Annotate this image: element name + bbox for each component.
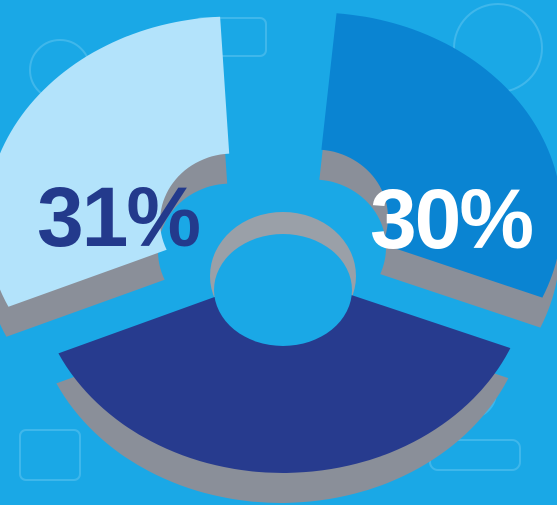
slice-labels: 31% 30% <box>37 170 534 266</box>
pie-slice <box>0 16 230 307</box>
slice-label: 30% <box>370 172 532 266</box>
slice-label: 31% <box>37 170 199 264</box>
pie-slice <box>58 294 511 473</box>
donut-slices <box>0 13 557 473</box>
box-doodle <box>19 429 81 481</box>
donut-hole <box>214 234 352 346</box>
pie-slice <box>321 13 557 298</box>
